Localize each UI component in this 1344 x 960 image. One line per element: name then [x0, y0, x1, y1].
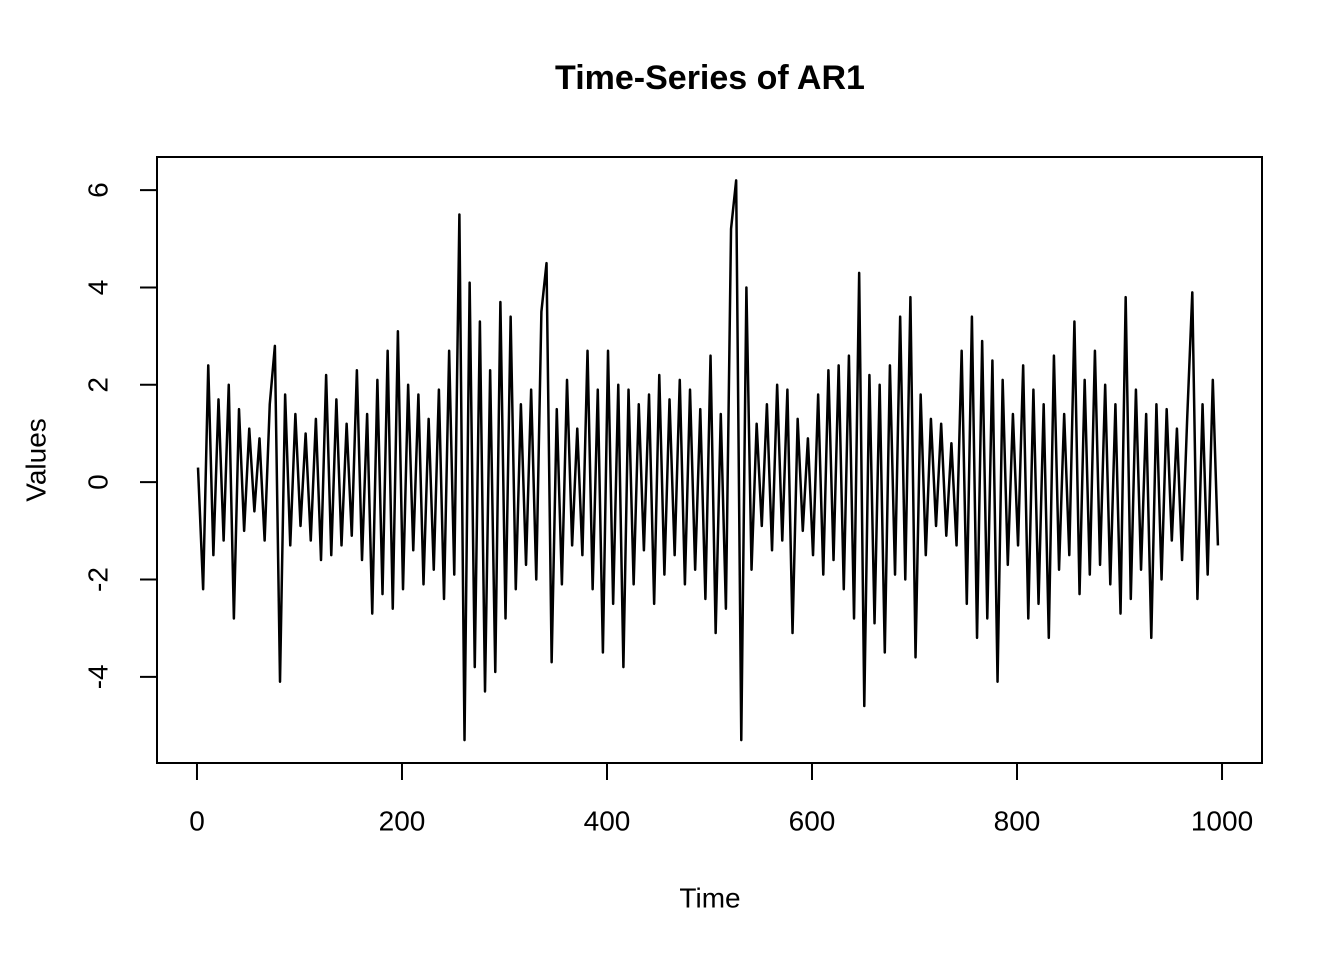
- x-tick-label: 800: [994, 805, 1041, 836]
- x-tick-label: 1000: [1191, 805, 1253, 836]
- y-tick-label: 4: [82, 280, 113, 296]
- y-tick-label: -2: [82, 567, 113, 592]
- y-tick-label: 6: [82, 182, 113, 198]
- x-tick-label: 400: [584, 805, 631, 836]
- x-tick-label: 200: [379, 805, 426, 836]
- y-tick-label: 2: [82, 377, 113, 393]
- y-axis-label: Values: [20, 418, 51, 502]
- chart-title: Time-Series of AR1: [555, 59, 865, 97]
- x-axis-label: Time: [679, 882, 740, 913]
- x-tick-label: 600: [789, 805, 836, 836]
- series-line: [196, 179, 1220, 742]
- y-tick-label: -4: [82, 664, 113, 689]
- y-tick-label: 0: [82, 474, 113, 490]
- x-tick-label: 0: [189, 805, 205, 836]
